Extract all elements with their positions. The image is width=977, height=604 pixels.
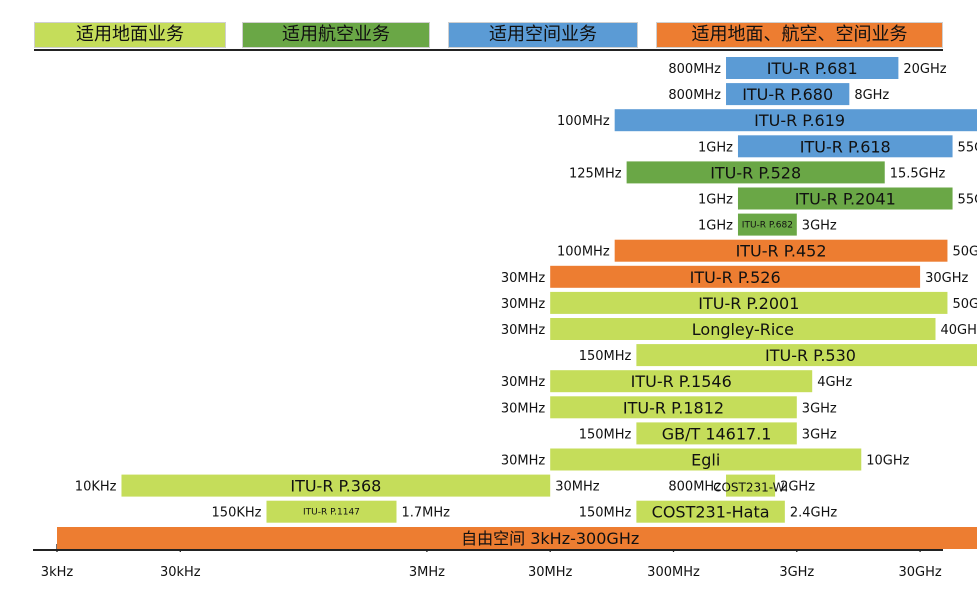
range-end-label: 50GHz xyxy=(952,297,977,312)
range-start-label: 125MHz xyxy=(569,166,622,181)
x-tick-label: 3GHz xyxy=(779,565,814,580)
range-start-label: 800MHz xyxy=(668,480,721,495)
bar-name-label: ITU-R P.1546 xyxy=(631,372,732,391)
range-bar xyxy=(57,527,977,549)
bar-name-label: ITU-R P.680 xyxy=(742,85,833,104)
range-start-label: 30MHz xyxy=(501,401,546,416)
legend-space: 适用空间业务 xyxy=(448,22,638,48)
range-bar xyxy=(636,500,785,523)
range-end-label: 3GHz xyxy=(802,427,837,442)
range-bar xyxy=(737,187,953,210)
range-end-label: 20GHz xyxy=(903,62,946,77)
legend-all: 适用地面、航空、空间业务 xyxy=(656,22,943,48)
range-end-label: 3GHz xyxy=(802,401,837,416)
range-start-label: 1GHz xyxy=(698,193,733,208)
range-start-label: 150MHz xyxy=(579,427,632,442)
range-bar xyxy=(121,474,551,497)
range-bar xyxy=(550,265,921,288)
bar-name-label: GB/T 14617.1 xyxy=(662,424,772,443)
range-bar xyxy=(550,370,813,393)
x-tick-label: 3kHz xyxy=(41,565,74,580)
range-bar xyxy=(550,448,862,471)
bar-name-label: ITU-R P.368 xyxy=(290,477,381,496)
range-end-label: 55GHz xyxy=(958,193,977,208)
range-bar xyxy=(737,213,797,236)
bar-name-label: ITU-R P.530 xyxy=(765,346,856,365)
range-end-label: 15.5GHz xyxy=(890,166,946,181)
range-start-label: 30MHz xyxy=(501,271,546,286)
range-start-label: 100MHz xyxy=(557,114,610,129)
bar-name-label: ITU-R P.452 xyxy=(736,242,827,261)
legend-aviation: 适用航空业务 xyxy=(242,22,430,48)
x-tick-label: 300MHz xyxy=(647,565,700,580)
bar-name-label: ITU-R P.2001 xyxy=(698,294,799,313)
x-tick-label: 3MHz xyxy=(409,565,445,580)
range-end-label: 8GHz xyxy=(854,88,889,103)
bar-name-label: 自由空间 3kHz-300GHz xyxy=(461,529,639,548)
range-end-label: 2GHz xyxy=(780,480,815,495)
range-bar xyxy=(726,474,776,497)
range-start-label: 150MHz xyxy=(579,349,632,364)
range-start-label: 30MHz xyxy=(501,297,546,312)
range-start-label: 30MHz xyxy=(501,375,546,390)
range-bar xyxy=(636,344,977,367)
range-bar xyxy=(614,239,948,262)
range-end-label: 30MHz xyxy=(555,480,600,495)
bar-name-label: COST231-Hata xyxy=(652,503,770,522)
range-bar xyxy=(614,109,977,132)
x-tick-label: 30GHz xyxy=(898,565,941,580)
range-end-label: 30GHz xyxy=(925,271,968,286)
range-start-label: 1GHz xyxy=(698,140,733,155)
range-bar xyxy=(550,318,936,340)
x-tick-label: 30MHz xyxy=(528,565,573,580)
range-start-label: 30MHz xyxy=(501,323,546,338)
range-end-label: 3GHz xyxy=(802,219,837,234)
bar-name-label: Longley-Rice xyxy=(692,320,794,339)
range-start-label: 800MHz xyxy=(668,62,721,77)
bar-name-label: ITU-R P.618 xyxy=(800,137,891,156)
x-tick-label: 30kHz xyxy=(160,565,201,580)
range-start-label: 30MHz xyxy=(501,454,546,469)
range-bar xyxy=(550,396,797,419)
range-start-label: 1GHz xyxy=(698,219,733,234)
range-bar xyxy=(726,83,850,106)
range-start-label: 150KHz xyxy=(212,506,262,521)
bar-name-label: ITU-R P.1812 xyxy=(623,398,724,417)
range-end-label: 40GHz xyxy=(941,323,977,338)
range-start-label: 100MHz xyxy=(557,245,610,260)
range-bar xyxy=(550,291,948,314)
range-end-label: 55GHz xyxy=(958,140,977,155)
range-end-label: 2.4GHz xyxy=(790,506,838,521)
range-end-label: 1.7MHz xyxy=(401,506,450,521)
bar-name-label: ITU-R P.681 xyxy=(767,59,858,78)
range-end-label: 10GHz xyxy=(866,454,909,469)
legend-divider xyxy=(34,49,943,51)
range-bar xyxy=(737,135,953,158)
bar-name-label: ITU-R P.1147 xyxy=(303,508,360,518)
bar-name-label: ITU-R P.619 xyxy=(754,111,845,130)
range-end-label: 4GHz xyxy=(817,375,852,390)
range-bar xyxy=(726,57,899,79)
range-bar xyxy=(266,500,397,523)
range-end-label: 50GHz xyxy=(952,245,977,260)
legend: 适用地面业务 适用航空业务 适用空间业务 适用地面、航空、空间业务 xyxy=(0,0,977,50)
range-bar xyxy=(626,161,885,184)
range-bar xyxy=(636,422,797,445)
legend-ground: 适用地面业务 xyxy=(34,22,226,48)
range-start-label: 800MHz xyxy=(668,88,721,103)
bar-name-label: ITU-R P.682 xyxy=(742,221,793,231)
range-start-label: 10KHz xyxy=(75,480,117,495)
bar-name-label: COST231-WI xyxy=(713,481,788,495)
range-start-label: 150MHz xyxy=(579,506,632,521)
bar-name-label: ITU-R P.526 xyxy=(690,268,781,287)
bar-name-label: Egli xyxy=(691,451,720,470)
bar-name-label: ITU-R P.528 xyxy=(710,163,801,182)
bar-name-label: ITU-R P.2041 xyxy=(795,190,896,209)
